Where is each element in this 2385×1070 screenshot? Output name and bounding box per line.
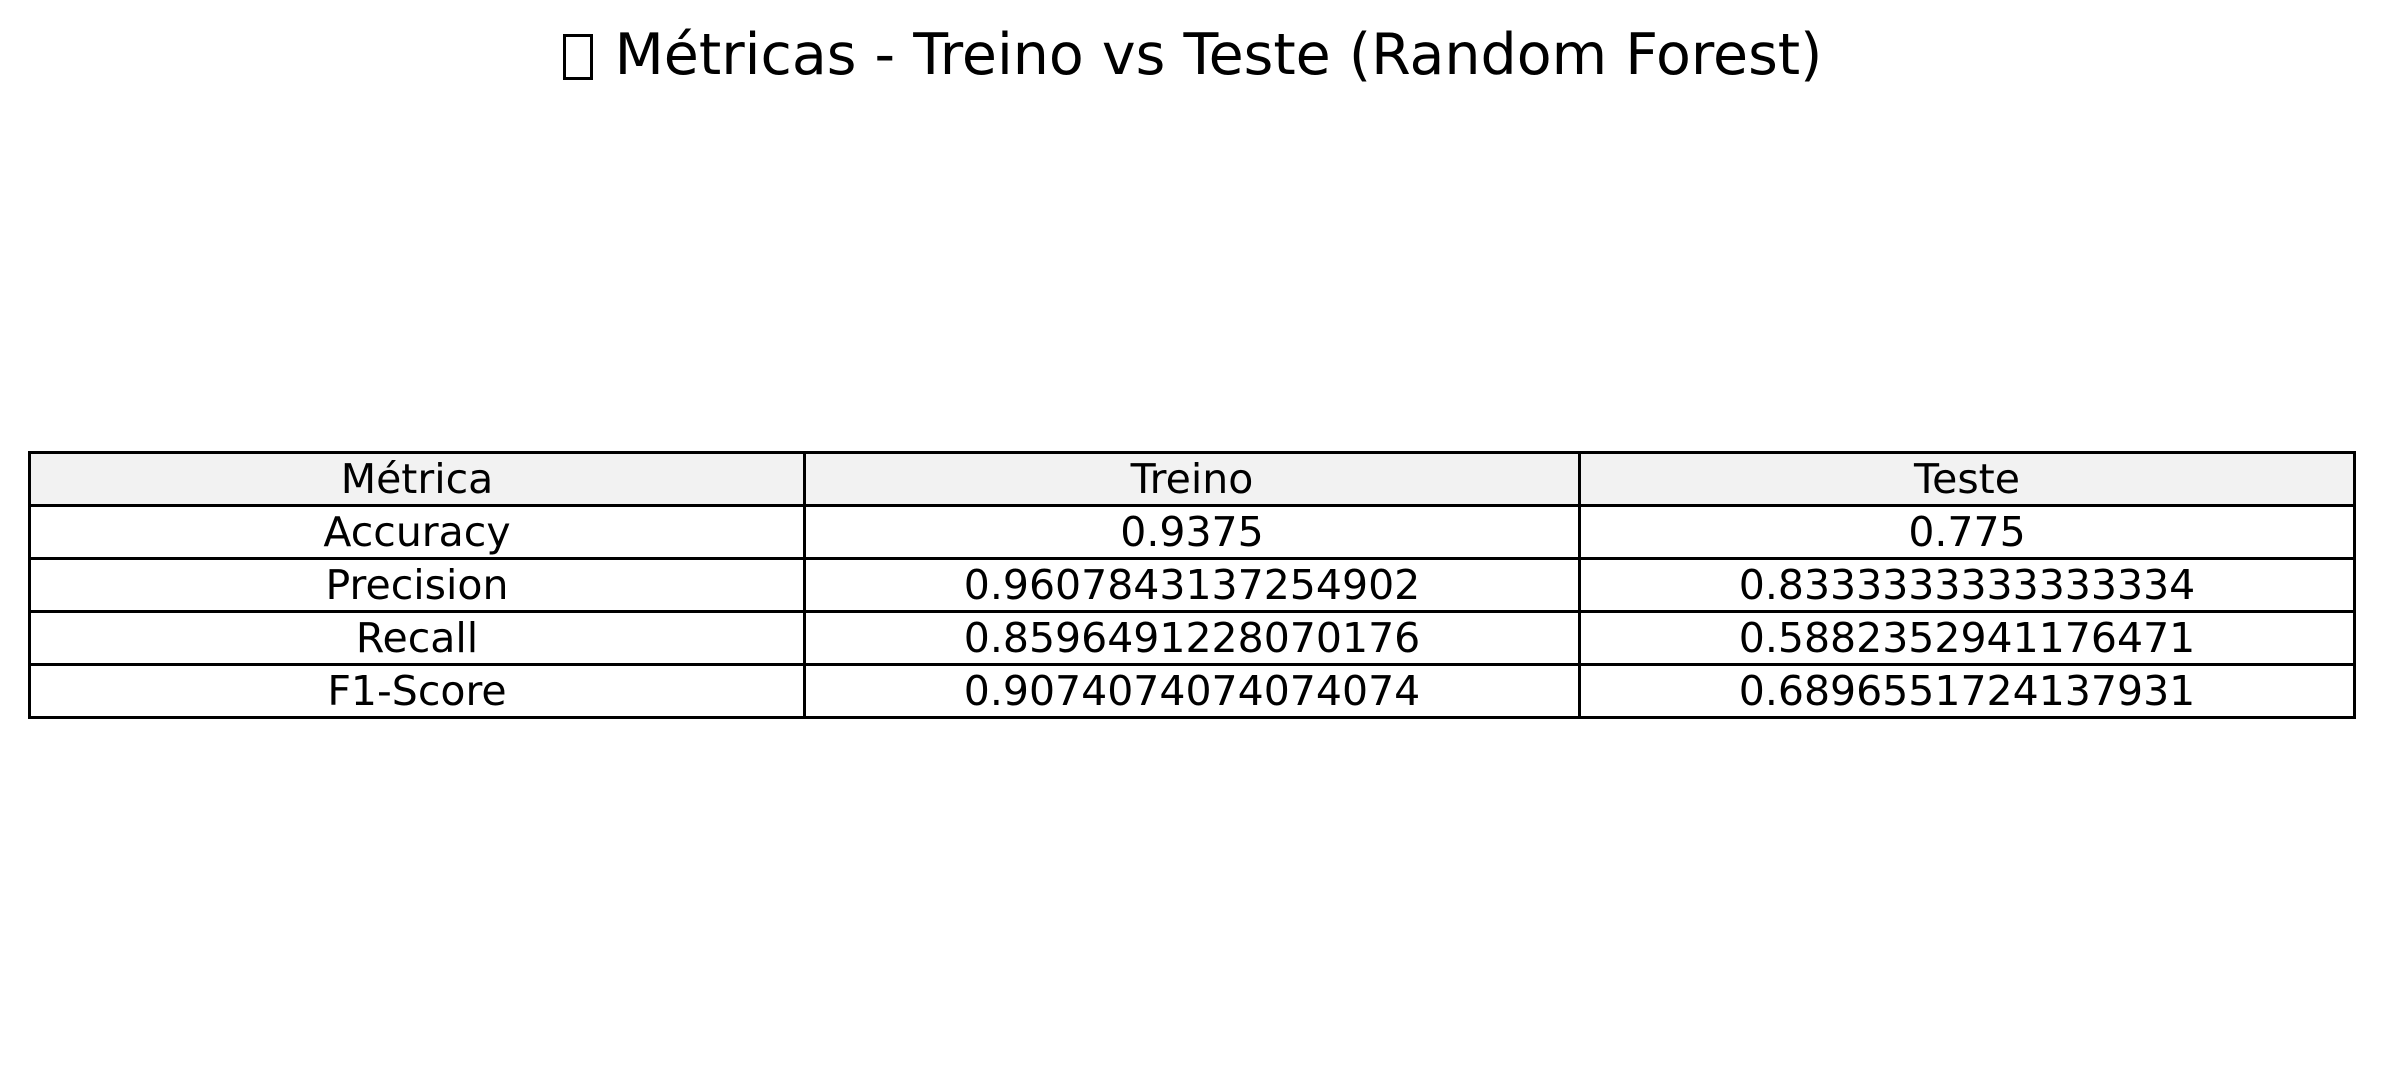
table-row: F1-Score 0.9074074074074074 0.6896551724… — [28, 663, 2356, 719]
column-header-test: Teste — [1578, 451, 2356, 507]
table-cell: 0.5882352941176471 — [1578, 610, 2356, 666]
table-cell: Precision — [28, 557, 806, 613]
chart-title-text: Métricas - Treino vs Teste (Random Fores… — [614, 22, 1823, 88]
column-header-metric: Métrica — [28, 451, 806, 507]
table-cell: 0.6896551724137931 — [1578, 663, 2356, 719]
table-row: Accuracy 0.9375 0.775 — [28, 504, 2356, 560]
table-row: Precision 0.9607843137254902 0.833333333… — [28, 557, 2356, 613]
table-cell: 0.9074074074074074 — [803, 663, 1581, 719]
table-cell: 0.8333333333333334 — [1578, 557, 2356, 613]
metrics-table: Métrica Treino Teste Accuracy 0.9375 0.7… — [28, 451, 2356, 719]
table-row: Recall 0.8596491228070176 0.588235294117… — [28, 610, 2356, 666]
table-cell: Recall — [28, 610, 806, 666]
column-header-train: Treino — [803, 451, 1581, 507]
table-cell: 0.9607843137254902 — [803, 557, 1581, 613]
table-cell: F1-Score — [28, 663, 806, 719]
missing-glyph-icon — [562, 34, 593, 80]
table-header-row: Métrica Treino Teste — [28, 451, 2356, 507]
table-cell: Accuracy — [28, 504, 806, 560]
table-cell: 0.775 — [1578, 504, 2356, 560]
chart-title: Métricas - Treino vs Teste (Random Fores… — [0, 20, 2385, 90]
table-cell: 0.9375 — [803, 504, 1581, 560]
table-cell: 0.8596491228070176 — [803, 610, 1581, 666]
